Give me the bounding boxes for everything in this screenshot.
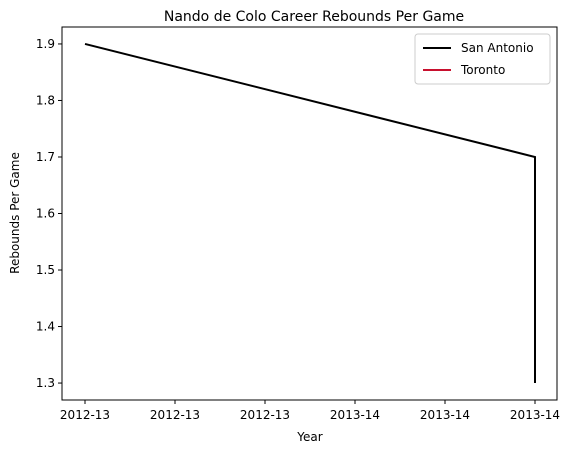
- y-tick-label: 1.3: [36, 376, 55, 390]
- x-tick-label: 2013-14: [510, 408, 560, 422]
- legend-box: [414, 33, 551, 85]
- series-layer: [84, 42, 536, 384]
- x-axis-ticks: 2012-13 2012-13 2012-13 2013-14 2013-14 2013-…: [60, 400, 560, 422]
- legend-label: Toronto: [460, 63, 505, 77]
- x-tick-label: 2012-13: [240, 408, 290, 422]
- x-tick-label: 2012-13: [60, 408, 110, 422]
- y-tick-label: 1.5: [36, 263, 55, 277]
- x-tick-label: 2012-13: [150, 408, 200, 422]
- x-tick-label: 2013-14: [330, 408, 380, 422]
- x-axis-label: Year: [296, 430, 322, 444]
- y-axis-ticks: 1.3 1.4 1.5 1.6 1.7 1.8 1.9: [36, 37, 62, 390]
- legend-entries: San Antonio Toronto: [423, 41, 534, 77]
- y-tick-label: 1.9: [36, 37, 55, 51]
- y-tick-label: 1.4: [36, 320, 55, 334]
- legend-label: San Antonio: [461, 41, 534, 55]
- chart-title: Nando de Colo Career Rebounds Per Game: [164, 9, 464, 25]
- x-tick-label: 2013-14: [420, 408, 470, 422]
- y-axis-label: Rebounds Per Game: [8, 152, 22, 274]
- series-line-san-antonio: [84, 42, 536, 384]
- legend: San Antonio Toronto: [414, 33, 551, 85]
- y-tick-label: 1.7: [36, 150, 55, 164]
- y-tick-label: 1.6: [36, 207, 55, 221]
- y-tick-label: 1.8: [36, 93, 55, 107]
